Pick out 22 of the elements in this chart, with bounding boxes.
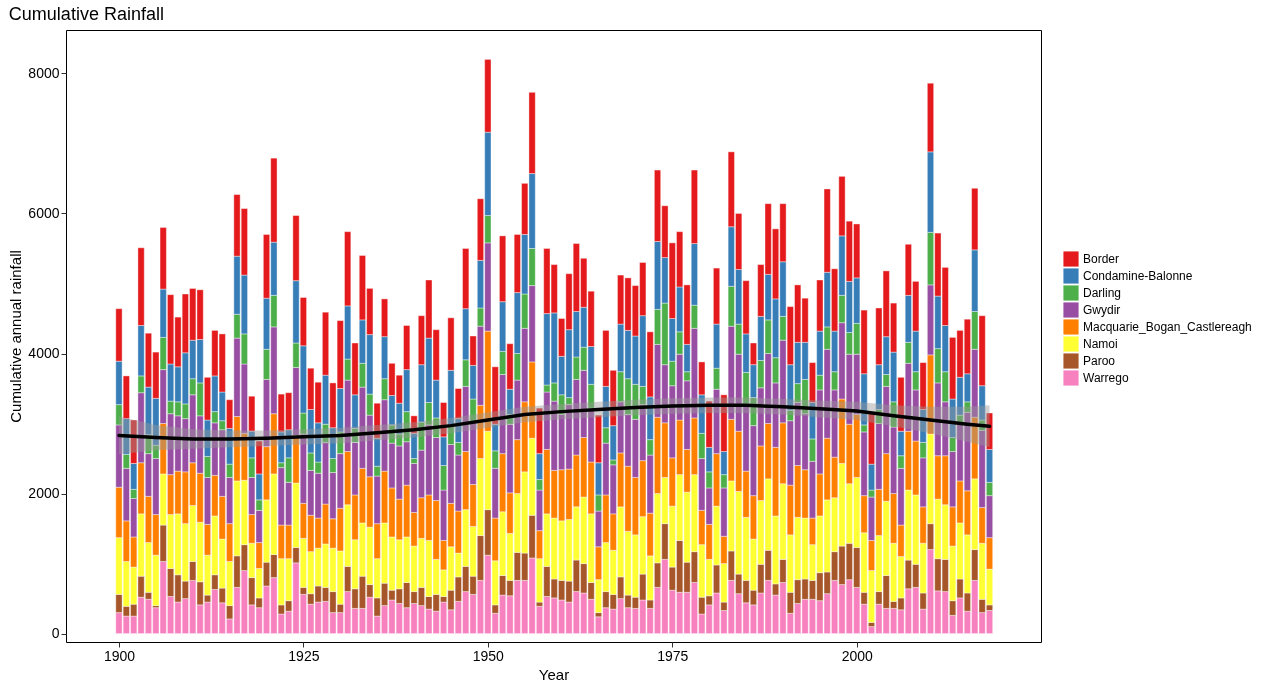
y-axis-title: Cumulative annual rainfall bbox=[7, 250, 25, 423]
x-tick-label: 1950 bbox=[472, 647, 505, 664]
y-tick-label: 0 bbox=[51, 625, 60, 642]
x-axis-title: Year bbox=[538, 665, 570, 683]
legend-label: Gwydir bbox=[1083, 303, 1121, 317]
x-tick-label: 1925 bbox=[288, 647, 320, 664]
x-tick-label: 2000 bbox=[841, 647, 873, 664]
x-tick-label: 1900 bbox=[103, 647, 136, 664]
legend-label: Warrego bbox=[1083, 371, 1129, 385]
legend-label: Darling bbox=[1083, 286, 1122, 300]
chart-title: Cumulative Rainfall bbox=[8, 4, 164, 24]
line-series bbox=[117, 403, 992, 441]
legend-label: Border bbox=[1083, 252, 1120, 266]
legend-label: Namoi bbox=[1083, 337, 1118, 351]
y-tick-label: 2000 bbox=[28, 485, 60, 502]
legend-label: Condamine-Balonne bbox=[1083, 269, 1193, 283]
y-tick-label: 6000 bbox=[28, 204, 60, 221]
legend-label: Paroo bbox=[1083, 354, 1116, 368]
y-tick-label: 4000 bbox=[28, 345, 60, 362]
legend-label: Macquarie_Bogan_Castlereagh bbox=[1083, 320, 1252, 334]
x-tick-label: 1975 bbox=[657, 647, 689, 664]
y-tick-label: 8000 bbox=[28, 64, 60, 81]
